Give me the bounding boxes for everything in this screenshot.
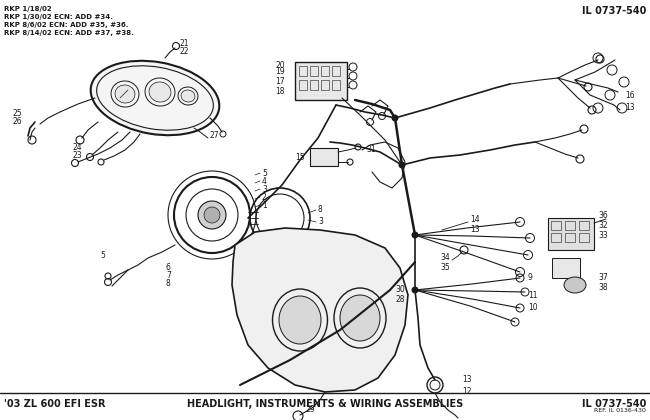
Text: 18: 18: [276, 87, 285, 97]
Text: 3: 3: [262, 184, 267, 194]
Text: 37: 37: [598, 273, 608, 283]
Text: 34: 34: [440, 254, 450, 262]
Bar: [565, 221, 575, 230]
Text: RKP 1/30/02 ECN: ADD #34.: RKP 1/30/02 ECN: ADD #34.: [4, 14, 113, 20]
Text: 1: 1: [262, 200, 266, 210]
Text: IL 0737-540: IL 0737-540: [582, 399, 646, 409]
Text: 15: 15: [295, 152, 305, 162]
Text: 25: 25: [12, 108, 22, 118]
Text: 2: 2: [262, 192, 266, 202]
Bar: [310, 148, 338, 166]
Bar: [551, 221, 561, 230]
Bar: [299, 66, 307, 76]
Bar: [579, 233, 589, 242]
Circle shape: [411, 286, 419, 294]
Text: 3: 3: [318, 218, 323, 226]
Bar: [332, 80, 340, 90]
Ellipse shape: [564, 277, 586, 293]
Text: '03 ZL 600 EFI ESR: '03 ZL 600 EFI ESR: [4, 399, 105, 409]
Text: 21: 21: [180, 39, 190, 48]
Text: 35: 35: [440, 263, 450, 273]
Text: 29: 29: [305, 405, 315, 415]
Text: 8: 8: [318, 205, 323, 215]
Polygon shape: [232, 228, 408, 392]
Text: 9: 9: [528, 273, 533, 283]
Ellipse shape: [149, 82, 171, 102]
Text: 27: 27: [210, 131, 220, 139]
Text: 36: 36: [598, 210, 608, 220]
Bar: [548, 218, 594, 250]
Text: 5: 5: [100, 252, 105, 260]
Bar: [299, 80, 307, 90]
Bar: [310, 66, 318, 76]
Bar: [565, 233, 575, 242]
Circle shape: [204, 207, 220, 223]
Text: RKP 8/6/02 ECN: ADD #35, #36.: RKP 8/6/02 ECN: ADD #35, #36.: [4, 22, 129, 28]
Bar: [552, 258, 580, 278]
Ellipse shape: [279, 296, 321, 344]
Text: 11: 11: [528, 291, 538, 299]
Text: 17: 17: [276, 78, 285, 87]
Text: 33: 33: [598, 231, 608, 239]
Bar: [321, 80, 329, 90]
Bar: [295, 62, 347, 100]
Text: 14: 14: [470, 215, 480, 225]
Circle shape: [391, 115, 398, 121]
Text: RKP 8/14/02 ECN: ADD #37, #38.: RKP 8/14/02 ECN: ADD #37, #38.: [4, 30, 134, 36]
Text: 5: 5: [262, 168, 267, 178]
Text: 13: 13: [462, 375, 472, 384]
Bar: [310, 80, 318, 90]
Text: 28: 28: [395, 296, 404, 304]
Bar: [579, 221, 589, 230]
Text: 7: 7: [166, 271, 171, 281]
Text: 4: 4: [262, 176, 267, 186]
Text: HEADLIGHT, INSTRUMENTS & WIRING ASSEMBLIES: HEADLIGHT, INSTRUMENTS & WIRING ASSEMBLI…: [187, 399, 463, 409]
Circle shape: [411, 231, 419, 239]
Text: 8: 8: [166, 279, 171, 289]
Text: 16: 16: [625, 90, 634, 100]
Ellipse shape: [181, 90, 195, 102]
Ellipse shape: [115, 85, 135, 103]
Text: 13: 13: [470, 226, 480, 234]
Text: 12: 12: [462, 388, 471, 396]
Text: 30: 30: [395, 286, 405, 294]
Text: 31: 31: [366, 145, 376, 155]
Text: 24: 24: [72, 144, 82, 152]
Text: 26: 26: [12, 116, 22, 126]
Text: 10: 10: [528, 304, 538, 312]
Text: REF. IL 0136-430: REF. IL 0136-430: [594, 408, 646, 413]
Text: RKP 1/18/02: RKP 1/18/02: [4, 6, 51, 12]
Text: 19: 19: [276, 68, 285, 76]
Text: 13: 13: [625, 103, 634, 113]
Text: 20: 20: [276, 61, 285, 71]
Circle shape: [398, 162, 406, 168]
Text: 38: 38: [598, 284, 608, 292]
Ellipse shape: [91, 61, 219, 135]
Bar: [321, 66, 329, 76]
Bar: [332, 66, 340, 76]
Text: IL 0737-540: IL 0737-540: [582, 6, 646, 16]
Text: 22: 22: [180, 47, 190, 57]
Ellipse shape: [340, 295, 380, 341]
Bar: [551, 233, 561, 242]
Circle shape: [198, 201, 226, 229]
Text: 6: 6: [166, 263, 171, 273]
Text: 32: 32: [598, 220, 608, 229]
Text: 23: 23: [72, 152, 82, 160]
